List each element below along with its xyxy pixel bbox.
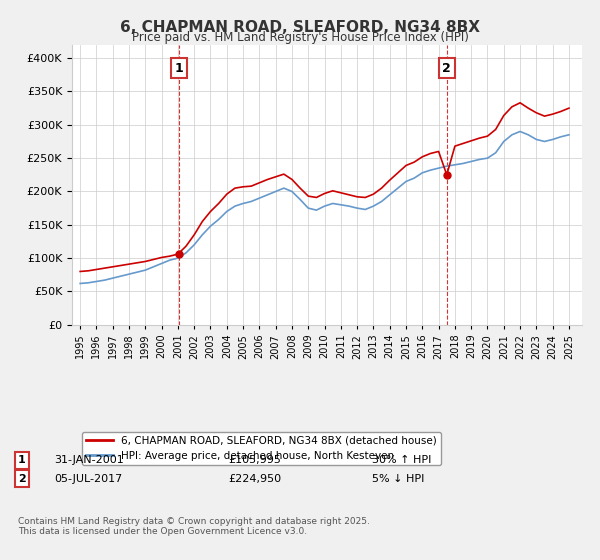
- Text: 05-JUL-2017: 05-JUL-2017: [54, 474, 122, 484]
- Text: 5% ↓ HPI: 5% ↓ HPI: [372, 474, 424, 484]
- Text: 2: 2: [18, 474, 26, 484]
- Text: 31-JAN-2001: 31-JAN-2001: [54, 455, 124, 465]
- Text: Price paid vs. HM Land Registry's House Price Index (HPI): Price paid vs. HM Land Registry's House …: [131, 31, 469, 44]
- Text: 30% ↑ HPI: 30% ↑ HPI: [372, 455, 431, 465]
- Text: Contains HM Land Registry data © Crown copyright and database right 2025.
This d: Contains HM Land Registry data © Crown c…: [18, 517, 370, 536]
- Text: 1: 1: [18, 455, 26, 465]
- Text: 6, CHAPMAN ROAD, SLEAFORD, NG34 8BX: 6, CHAPMAN ROAD, SLEAFORD, NG34 8BX: [120, 20, 480, 35]
- Legend: 6, CHAPMAN ROAD, SLEAFORD, NG34 8BX (detached house), HPI: Average price, detach: 6, CHAPMAN ROAD, SLEAFORD, NG34 8BX (det…: [82, 432, 441, 465]
- Text: £224,950: £224,950: [228, 474, 281, 484]
- Text: £105,995: £105,995: [228, 455, 281, 465]
- Text: 1: 1: [175, 62, 184, 74]
- Text: 2: 2: [442, 62, 451, 74]
